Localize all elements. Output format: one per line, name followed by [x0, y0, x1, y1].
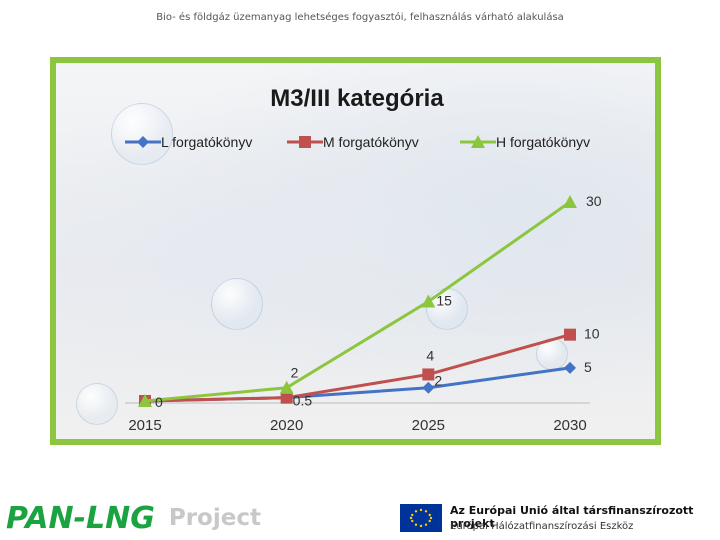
legend-marker: [137, 136, 149, 148]
bubble-decoration: [76, 383, 118, 425]
page-header: Bio- és földgáz üzemanyag lehetséges fog…: [156, 12, 564, 23]
data-point: [421, 294, 436, 308]
data-point: [563, 195, 577, 208]
data-point: [280, 391, 293, 404]
pan-lng-logo: PAN-LNG Project: [6, 500, 261, 536]
data-point: [422, 368, 435, 381]
series-line: [144, 200, 571, 403]
legend-label: L forgatókönyv: [161, 134, 252, 150]
x-tick-label: 2030: [553, 417, 586, 434]
legend-marker: [299, 136, 311, 148]
data-label: 0.5: [293, 393, 313, 409]
logo-text: PAN-LNG: [6, 500, 155, 536]
eu-fund-text: Európai Hálózatfinanszírozási Eszköz: [450, 521, 634, 532]
data-point: [564, 328, 576, 341]
data-label: 30: [586, 193, 602, 209]
chart-frame: [50, 57, 661, 445]
data-point: [279, 380, 294, 394]
legend-marker: [471, 135, 485, 148]
data-point: [138, 394, 152, 407]
legend-label: H forgatókönyv: [496, 134, 590, 150]
series-line: [144, 333, 571, 403]
data-label: 0: [155, 394, 163, 410]
data-label: 4: [426, 347, 434, 363]
chart-title: M3/III kategória: [270, 85, 444, 112]
eu-cofinance-text: Az Európai Unió által társfinanszírozott…: [450, 504, 694, 530]
data-point: [422, 381, 435, 394]
data-label: 15: [436, 293, 452, 309]
data-label: 2: [434, 373, 442, 389]
x-tick-label: 2020: [270, 417, 303, 434]
data-point: [564, 361, 576, 374]
x-tick-label: 2015: [128, 417, 161, 434]
data-label: 2: [291, 365, 299, 381]
bubble-decoration: [111, 103, 173, 165]
data-label: 10: [584, 326, 600, 342]
data-label: 5: [584, 359, 592, 375]
legend-label: M forgatókönyv: [323, 134, 419, 150]
x-tick-label: 2025: [412, 417, 445, 434]
logo-project-text: Project: [168, 505, 261, 531]
bubble-decoration: [211, 278, 263, 330]
eu-flag-icon: [400, 504, 442, 532]
